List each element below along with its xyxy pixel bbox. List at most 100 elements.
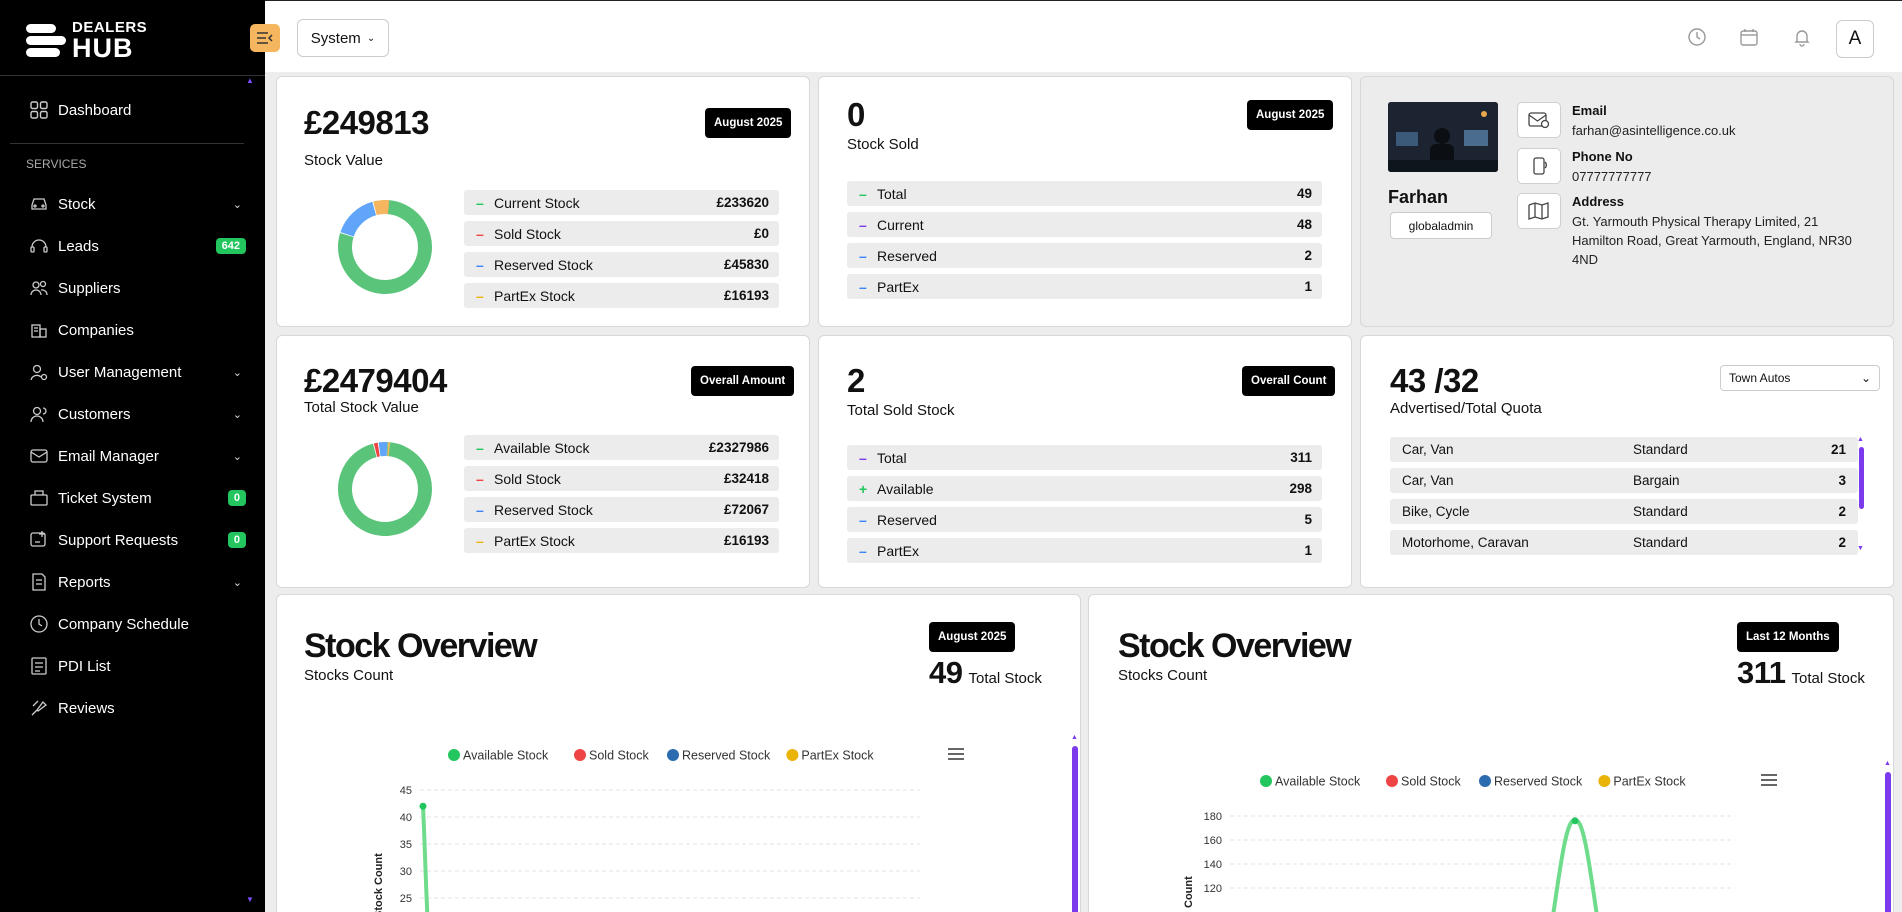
system-dropdown[interactable]: System ⌄	[297, 19, 389, 57]
sidebar-item-ticket-system[interactable]: Ticket System 0	[28, 483, 246, 513]
stat-row: – PartEx 1	[847, 274, 1322, 299]
sidebar-item-label: Reports	[58, 573, 111, 591]
bell-icon[interactable]	[1791, 26, 1813, 48]
sidebar-item-email-manager[interactable]: Email Manager ⌄	[28, 441, 246, 471]
sidebar-item-stock[interactable]: Stock ⌄	[28, 189, 246, 219]
sidebar-item-label: Leads	[58, 237, 99, 255]
sidebar-item-leads[interactable]: Leads 642	[28, 231, 246, 261]
total-stock-label: Total Stock	[1791, 670, 1865, 687]
sidebar-item-reports[interactable]: Reports ⌄	[28, 567, 246, 597]
legend-label[interactable]: Available Stock	[463, 749, 549, 763]
donut-slice-reserved[interactable]	[340, 201, 377, 237]
sidebar-item-pdi-list[interactable]: PDI List	[28, 651, 246, 681]
sidebar-item-suppliers[interactable]: Suppliers	[28, 273, 246, 303]
scrollbar[interactable]	[1859, 447, 1864, 509]
overview-title: Stock Overview	[304, 627, 538, 665]
logo-mark-icon	[26, 24, 66, 58]
donut-slice-current[interactable]	[338, 200, 432, 294]
donut-slice-sold[interactable]	[373, 442, 380, 457]
report-icon	[28, 571, 50, 593]
chevron-down-icon[interactable]: ⌄	[232, 366, 242, 379]
overall-count-badge[interactable]: Overall Count	[1242, 366, 1336, 396]
scroll-down-icon[interactable]: ▼	[246, 895, 254, 904]
y-tick-label: 120	[1204, 883, 1222, 895]
marker-icon: –	[859, 511, 867, 528]
legend-marker[interactable]	[667, 749, 679, 761]
period-badge[interactable]: Last 12 Months	[1737, 622, 1839, 652]
stat-row: + Available 298	[847, 476, 1322, 501]
period-badge[interactable]: August 2025	[929, 622, 1016, 652]
vehicle-type: Car, Van	[1402, 442, 1454, 457]
legend-marker[interactable]	[1386, 775, 1398, 787]
legend-marker[interactable]	[786, 749, 799, 761]
legend-label[interactable]: PartEx Stock	[1613, 775, 1686, 789]
brand-logo[interactable]: DEALERS HUB	[26, 20, 147, 62]
y-axis-label: Count	[1183, 876, 1195, 908]
quota-row: Motorhome, Caravan Standard 2	[1390, 530, 1858, 555]
calendar-icon[interactable]	[1738, 26, 1760, 48]
sidebar-item-user-management[interactable]: User Management ⌄	[28, 357, 246, 387]
scrollbar[interactable]	[1885, 772, 1891, 912]
stat-label: PartEx Stock	[494, 287, 575, 304]
address-value: Gt. Yarmouth Physical Therapy Limited, 2…	[1572, 214, 1852, 267]
email-value[interactable]: farhan@asintelligence.co.uk	[1572, 123, 1736, 138]
data-point[interactable]	[1571, 817, 1579, 825]
scrollbar[interactable]	[1072, 746, 1078, 912]
stock-value-amount: £249813	[304, 104, 429, 141]
phone-value[interactable]: 07777777777	[1572, 169, 1652, 184]
legend-label[interactable]: Sold Stock	[1401, 775, 1462, 789]
scroll-up-icon[interactable]: ▲	[1857, 436, 1864, 443]
dealer-select[interactable]: Town Autos ⌄	[1720, 365, 1880, 391]
sidebar-item-customers[interactable]: Customers ⌄	[28, 399, 246, 429]
scroll-up-icon[interactable]: ▲	[1884, 760, 1891, 767]
sidebar-item-label: Support Requests	[58, 531, 179, 549]
legend-marker[interactable]	[1598, 775, 1611, 787]
y-tick-label: 140	[1204, 859, 1222, 871]
stat-label: Sold Stock	[494, 225, 561, 242]
profile-photo	[1388, 102, 1498, 172]
phone-label: Phone No	[1572, 149, 1633, 164]
overall-amount-badge[interactable]: Overall Amount	[691, 366, 795, 396]
period-badge[interactable]: August 2025	[705, 108, 792, 138]
chevron-down-icon[interactable]: ⌄	[232, 198, 242, 211]
legend-label[interactable]: PartEx Stock	[801, 749, 874, 763]
vehicle-type: Motorhome, Caravan	[1402, 535, 1529, 550]
stat-row: – Current Stock £233620	[464, 190, 779, 215]
marker-icon: –	[859, 278, 867, 295]
legend-label[interactable]: Sold Stock	[589, 749, 650, 763]
scroll-up-icon[interactable]: ▲	[246, 76, 254, 85]
data-point[interactable]	[419, 802, 427, 810]
menu-toggle-button[interactable]	[250, 24, 280, 52]
period-badge[interactable]: August 2025	[1247, 100, 1334, 130]
chevron-down-icon[interactable]: ⌄	[232, 576, 242, 589]
stat-row: – Available Stock £2327986	[464, 435, 779, 460]
scroll-up-icon[interactable]: ▲	[1071, 734, 1078, 741]
chevron-down-icon: ⌄	[1860, 371, 1871, 385]
y-tick-label: 25	[400, 893, 412, 905]
legend-marker[interactable]	[448, 749, 460, 761]
sidebar-item-companies[interactable]: Companies	[28, 315, 246, 345]
legend-marker[interactable]	[1260, 775, 1272, 787]
legend-marker[interactable]	[1479, 775, 1491, 787]
donut-slice-available[interactable]	[338, 442, 432, 536]
history-icon[interactable]	[1686, 26, 1708, 48]
chevron-down-icon[interactable]: ⌄	[232, 450, 242, 463]
chart-menu-icon[interactable]	[1761, 774, 1777, 786]
sidebar-item-reviews[interactable]: Reviews	[28, 693, 246, 723]
donut-slice-partex[interactable]	[373, 200, 390, 216]
chevron-down-icon[interactable]: ⌄	[232, 408, 242, 421]
chart-menu-icon[interactable]	[948, 748, 964, 760]
stat-value: 1	[1304, 279, 1312, 294]
stat-value: £72067	[723, 502, 769, 517]
legend-label[interactable]: Available Stock	[1275, 775, 1361, 789]
legend-marker[interactable]	[574, 749, 586, 761]
scroll-down-icon[interactable]: ▼	[1857, 545, 1864, 552]
sidebar-item-company-schedule[interactable]: Company Schedule	[28, 609, 246, 639]
legend-label[interactable]: Reserved Stock	[682, 749, 771, 763]
legend-label[interactable]: Reserved Stock	[1494, 775, 1583, 789]
marker-icon: –	[859, 185, 867, 202]
stock-overview-chart: Available Stock Sold Stock Reserved Stock P…	[373, 749, 920, 912]
sidebar-item-support-requests[interactable]: Support Requests 0	[28, 525, 246, 555]
avatar[interactable]: A	[1836, 20, 1874, 58]
sidebar-item-dashboard[interactable]: Dashboard	[28, 95, 246, 125]
